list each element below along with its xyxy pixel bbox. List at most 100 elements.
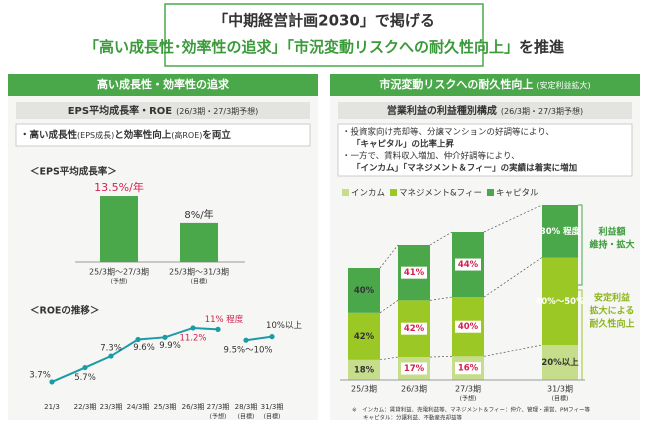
value-label: 20%以上 — [541, 357, 579, 368]
point — [243, 337, 249, 343]
left-header: 高い成長性・効率性の追求 — [97, 77, 230, 91]
title-box — [164, 3, 484, 67]
value-label: 11% 程度 — [205, 314, 244, 325]
label-box — [455, 258, 481, 271]
footnote: ※ インカム：賃貸利益、売電利益等、マネジメント＆フィー：仲介、管理・運営、PM… — [352, 406, 590, 414]
right-bullet-box — [337, 123, 633, 177]
bar-segment — [542, 205, 578, 258]
roe-title: ＜ROEの推移＞ — [30, 305, 99, 317]
value-label: 9.6% — [133, 343, 155, 353]
left-subheader-band — [16, 102, 310, 119]
legend-label: インカム — [351, 189, 385, 199]
label-box — [401, 322, 427, 335]
right-header-band — [330, 74, 640, 96]
line — [245, 335, 273, 342]
x-tick-note: (目標) — [552, 395, 569, 403]
header-text: 市況変動リスクへの耐久性向上 — [379, 77, 533, 91]
x-tick-note: (目標) — [264, 413, 281, 421]
value-label: 10%以上 — [266, 321, 302, 331]
value-label: 40% — [458, 322, 479, 332]
point — [269, 334, 275, 340]
x-tick-label: 25/3期 — [154, 403, 177, 411]
title-part: 「高い成長性･効率性の追求」 — [84, 38, 287, 56]
right-bullet: ・投資家向け売却等、分譲マンションの好調等により、 — [342, 127, 554, 138]
bullet-part: と効率性向上 — [114, 129, 172, 141]
footnote: キャピタル：分譲利益、不動産売却益等 — [363, 414, 463, 422]
point — [162, 334, 168, 340]
title-part: 「市況変動リスクへの耐久性向上」 — [286, 38, 519, 56]
connector — [379, 356, 399, 361]
bracket — [578, 204, 583, 286]
bullet-part: を両立 — [202, 129, 231, 141]
value-label: 9.9% — [159, 341, 181, 351]
x-tick-label: 27/3期 — [207, 403, 230, 411]
bar-segment — [348, 312, 380, 360]
value-label: 30% 程度 — [540, 226, 581, 237]
right-header: 市況変動リスクへの耐久性向上 (安定利益拡大) — [379, 77, 590, 91]
x-tick-label: 31/3期 — [547, 385, 573, 394]
bar-segment — [542, 345, 578, 380]
title-part: を推進 — [519, 38, 565, 56]
bar-segment — [542, 257, 578, 345]
left-header-band — [8, 74, 318, 96]
value-label: 11.2% — [179, 333, 206, 343]
x-tick-label: 25/3期～27/3期 — [89, 268, 149, 277]
note-bottom: 耐久性向上 — [589, 318, 634, 330]
x-tick-note: (予想) — [210, 413, 227, 421]
x-tick-note: (予想) — [111, 278, 128, 286]
bullet-part: ・高い成長性 — [20, 129, 78, 141]
bullet-part: (高ROE) — [171, 130, 202, 140]
value-label: 40%～50% — [535, 297, 585, 307]
subheader-text: 営業利益の利益種別構成 — [387, 104, 497, 117]
x-tick-note: (目標) — [238, 413, 255, 421]
left-bullet: ・高い成長性(EPS成長)と効率性向上(高ROE)を両立 — [20, 129, 231, 141]
x-tick-label: 27/3期 — [455, 385, 481, 394]
note-top: 維持・拡大 — [589, 239, 634, 251]
x-tick-note: (予想) — [460, 395, 477, 403]
value-label: 42% — [404, 324, 425, 334]
note-bottom: 拡大による — [590, 305, 635, 317]
x-tick-label: 28/3期 — [235, 403, 258, 411]
point — [215, 326, 221, 332]
bar-segment — [348, 359, 380, 380]
value-label: 8%/年 — [184, 208, 213, 221]
subheader-note: (26/3期・27/3期予想) — [176, 106, 258, 116]
point — [49, 379, 55, 385]
subheader-text: EPS平均成長率・ROE — [68, 104, 173, 117]
value-label: 42% — [354, 332, 375, 342]
value-label: 7.3% — [100, 344, 122, 354]
value-label: 44% — [458, 260, 479, 270]
connector — [483, 344, 543, 357]
value-label: 3.7% — [29, 370, 51, 380]
point — [190, 325, 196, 331]
left-subheader: EPS平均成長率・ROE (26/3期・27/3期予想) — [68, 104, 259, 117]
label-box — [401, 362, 427, 375]
x-tick-label: 22/3期 — [74, 403, 97, 411]
legend-label: マネジメント&フィー — [399, 189, 482, 199]
right-bullet: 「キャピタル」の比率上昇 — [352, 139, 455, 150]
legend-swatch — [390, 189, 398, 196]
subheader-note: (26/3期・27/3期予想) — [501, 106, 583, 116]
note-bottom: 安定利益 — [594, 292, 630, 304]
x-tick-label: 26/3期 — [401, 385, 427, 394]
legend-swatch — [486, 189, 494, 196]
point — [108, 353, 114, 359]
point — [135, 336, 141, 343]
point — [82, 364, 88, 371]
x-tick-note: (目標) — [191, 278, 208, 286]
right-bullet: ・一方で、賃料収入増加、仲介好調等により、 — [342, 151, 520, 162]
bar — [100, 196, 138, 262]
legend-label: キャピタル — [496, 189, 539, 199]
x-tick-label: 25/3期 — [351, 385, 377, 394]
left-bullet-box — [15, 123, 311, 147]
x-tick-label: 23/3期 — [100, 403, 123, 411]
value-label: 16% — [458, 364, 479, 374]
x-tick-label: 25/3期～31/3期 — [169, 268, 229, 277]
right-subheader-band — [338, 102, 632, 119]
label-box — [455, 320, 481, 333]
connector — [429, 231, 453, 246]
value-label: 5.7% — [74, 373, 96, 383]
title-line2: 「高い成長性･効率性の追求」「市況変動リスクへの耐久性向上」を推進 — [84, 38, 565, 56]
value-label: 18% — [354, 365, 375, 375]
